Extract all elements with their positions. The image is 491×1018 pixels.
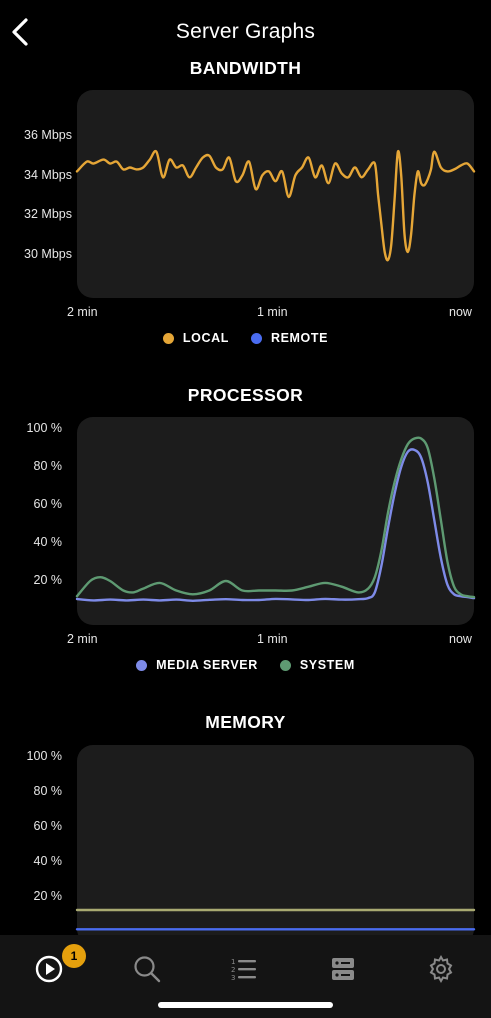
legend-dot — [136, 659, 148, 671]
processor-chart-panel — [77, 417, 474, 625]
processor-y-tick: 80 % — [33, 459, 63, 473]
processor-legend: MEDIA SERVER SYSTEM — [0, 658, 491, 672]
tab-servers[interactable] — [313, 947, 373, 991]
processor-x-tick: now — [449, 632, 472, 646]
bandwidth-x-tick: 1 min — [257, 305, 288, 319]
svg-text:2: 2 — [231, 966, 235, 974]
legend-dot — [162, 332, 174, 344]
memory-y-tick: 20 % — [33, 889, 63, 903]
gear-icon — [429, 954, 453, 984]
memory-y-tick: 40 % — [33, 854, 63, 868]
legend-local[interactable]: LOCAL — [162, 331, 229, 345]
svg-text:3: 3 — [231, 974, 235, 982]
bandwidth-chart-panel — [77, 90, 474, 298]
header: Server Graphs — [0, 0, 491, 60]
legend-system[interactable]: SYSTEM — [279, 658, 355, 672]
tab-search[interactable] — [117, 947, 177, 991]
legend-label: LOCAL — [182, 331, 229, 345]
bandwidth-legend: LOCAL REMOTE — [0, 331, 491, 345]
svg-text:1: 1 — [231, 958, 235, 966]
legend-label: REMOTE — [270, 331, 329, 345]
legend-dot — [250, 332, 262, 344]
processor-y-tick: 20 % — [33, 573, 63, 587]
processor-x-tick: 2 min — [67, 632, 98, 646]
play-circle-icon — [35, 955, 63, 983]
page-title: Server Graphs — [175, 20, 316, 43]
back-button[interactable] — [8, 14, 36, 50]
legend-label: MEDIA SERVER — [156, 658, 258, 672]
bandwidth-y-tick: 30 Mbps — [24, 247, 72, 261]
tab-playlists[interactable]: 1 2 3 — [214, 947, 274, 991]
bandwidth-y-tick: 34 Mbps — [24, 168, 72, 182]
server-icon — [332, 958, 354, 980]
processor-x-tick: 1 min — [257, 632, 288, 646]
bandwidth-x-tick: 2 min — [67, 305, 98, 319]
chevron-left-icon — [12, 18, 28, 46]
numbered-list-icon: 1 2 3 — [231, 958, 256, 982]
tab-now-playing[interactable] — [19, 947, 79, 991]
processor-y-tick: 100 % — [26, 421, 62, 435]
legend-dot — [279, 659, 291, 671]
memory-y-tick: 100 % — [26, 749, 62, 763]
notification-badge: 1 — [62, 944, 86, 968]
bandwidth-x-tick: now — [449, 305, 472, 319]
memory-chart-panel — [77, 745, 474, 945]
memory-title: MEMORY — [205, 712, 286, 732]
bandwidth-y-tick: 36 Mbps — [24, 128, 72, 142]
bandwidth-title: BANDWIDTH — [189, 58, 302, 78]
search-icon — [134, 956, 161, 983]
tab-settings[interactable] — [411, 947, 471, 991]
home-indicator — [158, 1002, 333, 1008]
memory-y-tick: 60 % — [33, 819, 63, 833]
bandwidth-y-tick: 32 Mbps — [24, 207, 72, 221]
legend-media-server[interactable]: MEDIA SERVER — [136, 658, 258, 672]
legend-label: SYSTEM — [299, 658, 355, 672]
processor-title: PROCESSOR — [187, 385, 304, 405]
processor-y-tick: 60 % — [33, 497, 63, 511]
legend-remote[interactable]: REMOTE — [250, 331, 329, 345]
memory-y-tick: 80 % — [33, 784, 63, 798]
processor-y-tick: 40 % — [33, 535, 63, 549]
